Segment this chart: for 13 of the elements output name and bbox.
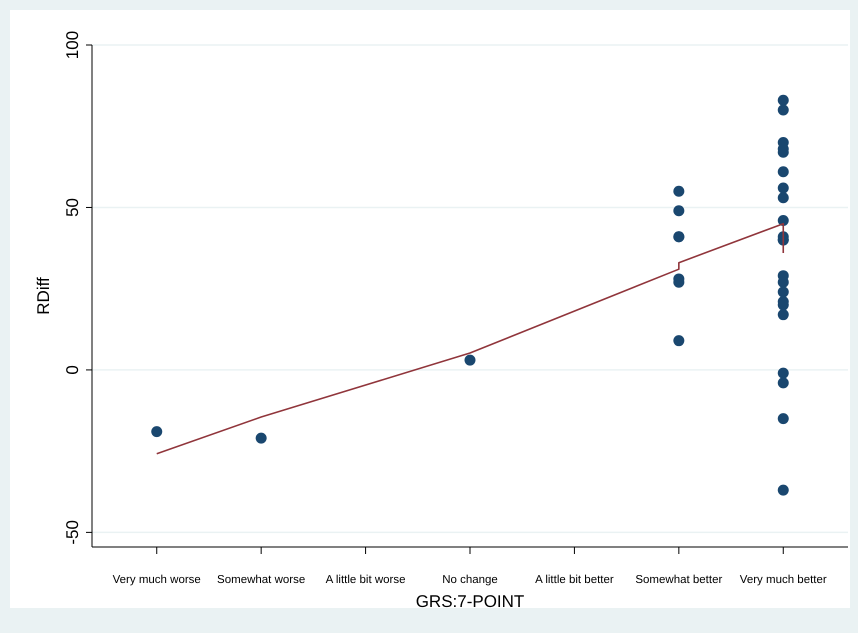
y-tick-label: 0 [63, 365, 82, 375]
x-tick-label: Very much better [740, 574, 827, 586]
x-tick-label: A little bit better [535, 574, 614, 586]
y-tick-label: -50 [63, 520, 82, 545]
y-tick-label: 50 [63, 198, 82, 217]
y-tick-label: 100 [63, 30, 82, 60]
x-tick-label: Very much worse [112, 574, 201, 586]
y-axis-title: RDiff [34, 276, 53, 315]
x-axis-title: GRS:7-POINT [416, 592, 524, 611]
x-tick-label: Somewhat worse [217, 574, 306, 586]
x-tick-label: No change [442, 574, 498, 586]
x-tick-label: A little bit worse [326, 574, 406, 586]
x-tick-label: Somewhat better [635, 574, 722, 586]
